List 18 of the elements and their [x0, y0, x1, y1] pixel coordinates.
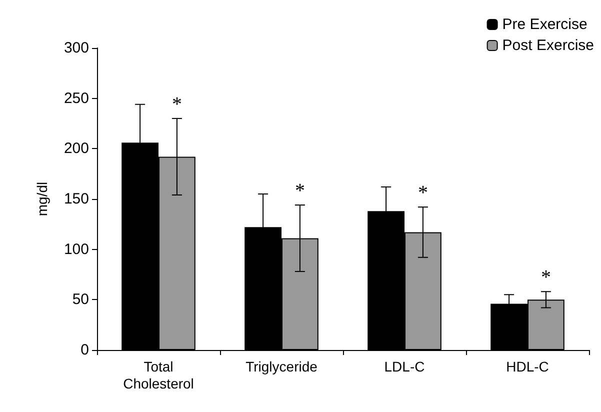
y-tick-label: 150	[64, 190, 89, 208]
legend-label: Pre Exercise	[502, 16, 588, 33]
x-tick-label: Total Cholesterol	[123, 358, 194, 392]
y-tick-label: 50	[72, 291, 89, 308]
y-tick-label: 300	[64, 40, 89, 56]
y-axis-title: mg/dl	[34, 182, 50, 216]
x-tick-label: HDL-C	[506, 358, 549, 374]
annotation: *	[172, 93, 182, 116]
annotation: *	[294, 180, 305, 202]
annotation: *	[418, 182, 428, 204]
x-tick-label: Triglyceride	[246, 358, 318, 374]
x-tick-label: LDL-C	[384, 358, 425, 374]
legend-label: Post Exercise	[502, 37, 594, 54]
y-tick-label: 200	[64, 140, 89, 158]
annotation: *	[540, 266, 551, 289]
y-tick-label: 100	[64, 240, 89, 258]
y-tick-label: 0	[80, 342, 89, 358]
y-tick-label: 250	[64, 90, 89, 107]
